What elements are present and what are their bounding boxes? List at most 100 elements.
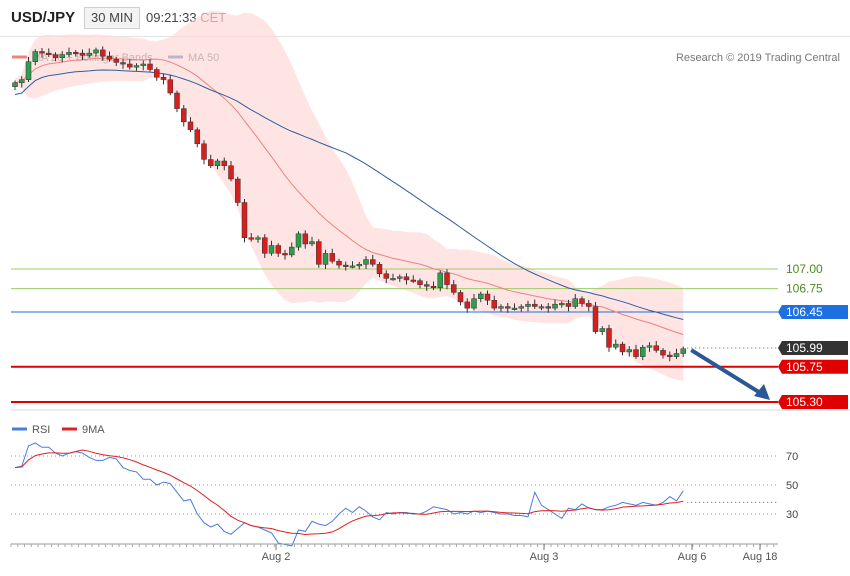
bearish-candle-body [376,264,383,274]
bullish-candle-body [356,264,363,267]
candle [120,58,126,69]
candle [322,249,329,269]
bearish-candle-body [430,285,437,289]
candle [140,60,147,71]
bearish-candle-body [154,69,160,78]
candle [295,231,302,251]
bearish-candle-body [194,129,201,145]
candle [410,275,417,284]
price-tag-text-105.75: 105.75 [786,360,823,374]
bearish-candle-body [241,202,248,238]
bearish-candle-body [275,245,282,254]
bullish-candle-body [363,259,369,265]
bullish-candle-body [511,307,518,310]
candle [518,304,525,312]
bearish-candle-body [46,52,52,55]
candle [552,299,558,311]
bearish-candle-body [228,165,234,180]
bearish-candle-body [491,300,498,309]
candle [316,239,322,268]
candle [302,230,309,249]
candle [127,59,133,70]
bearish-candle-body [113,59,120,63]
bearish-candle-body [592,306,599,332]
candle [32,49,39,66]
candle [424,281,430,291]
candle [113,57,120,66]
candle [181,105,187,127]
candle [289,242,295,258]
bullish-candle-body [255,237,261,240]
bullish-candle-body [268,245,275,254]
candle [613,339,619,350]
candle [282,249,288,260]
candle [133,63,140,71]
candle [626,346,633,357]
bearish-candle-body [282,253,288,256]
candle [275,243,282,257]
bullish-candle-body [640,346,646,357]
bearish-candle-body [565,303,572,307]
interval-selector[interactable]: 30 MIN [84,7,140,29]
bearish-candle-body [464,301,471,309]
candle [646,342,653,352]
candle [538,304,545,311]
candle [329,248,336,264]
bullish-candle-body [93,49,99,54]
bearish-candle-body [127,63,133,68]
bearish-candle-body [484,293,491,301]
x-tick-label: Aug 6 [678,551,707,563]
candle [484,290,491,305]
bullish-candle-body [471,298,477,309]
x-tick-label: Aug 2 [262,551,291,563]
price-tag-text-105.30: 105.30 [786,395,823,409]
x-tick-label: Aug 3 [530,551,559,563]
candle [457,290,464,306]
candle [572,294,579,309]
candle [248,233,255,242]
candle [356,262,363,270]
bullish-candle-body [32,51,39,62]
candle [262,234,268,258]
candle [25,57,32,82]
bullish-candle-body [59,54,66,58]
bearish-candle-body [160,77,167,80]
bearish-candle-body [262,237,268,254]
candle [579,296,585,307]
candle [565,299,572,312]
candle [343,261,349,271]
bearish-candle-body [424,284,430,287]
candle [336,258,342,269]
bullish-candle-body [66,52,72,55]
candle [46,48,52,57]
bullish-candle-body [680,348,687,354]
bullish-candle-body [518,306,525,309]
candle [235,176,241,206]
candle [106,51,113,62]
candle [437,270,444,292]
bullish-candle-body [309,241,315,245]
candle [606,324,612,352]
bearish-candle-body [343,264,349,267]
candle [592,301,599,334]
ma50-line [14,69,684,320]
rsi-legend-label: RSI [32,424,50,436]
candle [559,301,565,308]
candle [464,298,471,313]
candle [586,299,592,312]
bearish-candle-body [667,354,673,357]
bullish-candle-body [349,265,356,268]
candle [383,270,390,284]
candle [444,269,450,290]
candle [673,348,680,359]
bearish-candle-body [106,55,113,60]
bullish-candle-body [613,343,619,348]
candle [86,48,93,58]
bearish-candle-body [174,92,180,109]
candle [100,46,106,61]
candle [532,299,538,309]
bearish-candle-body [100,49,106,57]
bearish-candle-body [221,160,228,166]
candle [660,348,666,359]
